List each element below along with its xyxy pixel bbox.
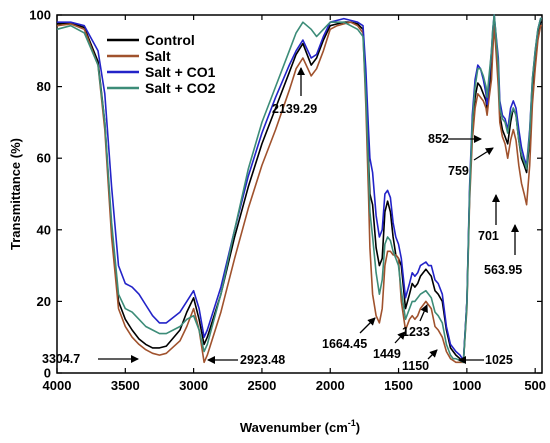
x-tick-label: 2500	[247, 378, 276, 393]
annotation-label: 701	[478, 229, 499, 243]
x-tick-label: 4000	[43, 378, 72, 393]
x-tick-label: 500	[524, 378, 546, 393]
y-axis: 0 20 40 60 80 100	[29, 8, 542, 381]
series-line-4	[56, 14, 542, 364]
annotation-label: 2923.48	[240, 353, 285, 367]
y-tick-label: 0	[44, 366, 51, 381]
legend-label: Salt	[145, 48, 171, 64]
plot-area-frame	[56, 14, 543, 374]
y-axis-label: Transmittance (%)	[8, 138, 23, 250]
annotation-arrow	[394, 331, 406, 344]
x-axis-label-superscript: -1	[348, 418, 356, 428]
annotation-label: 2139.29	[272, 102, 317, 116]
x-tick-label: 3000	[179, 378, 208, 393]
x-axis: 4000 3500 3000 2500 2000 1500 1000 500	[43, 15, 546, 393]
annotation-arrow	[473, 147, 494, 161]
annotation-arrow	[419, 304, 428, 322]
x-tick-label: 1000	[452, 378, 481, 393]
annotation-label: 759	[448, 164, 469, 178]
y-tick-label: 80	[37, 79, 51, 94]
y-tick-label: 100	[29, 8, 51, 23]
annotation-label: 1233	[402, 325, 430, 339]
annotation-label: 1025	[485, 353, 513, 367]
annotation-label: 563.95	[484, 263, 522, 277]
x-axis-label: Wavenumber (cm-1)	[240, 418, 360, 435]
y-tick-label: 60	[37, 151, 51, 166]
legend-label: Salt + CO1	[145, 64, 216, 80]
legend-label: Control	[145, 32, 195, 48]
annotation-label: 1150	[402, 359, 429, 373]
annotation-label: 852	[428, 132, 449, 146]
legend-label: Salt + CO2	[145, 80, 216, 96]
annotation-arrow	[359, 317, 376, 334]
x-tick-label: 2000	[316, 378, 345, 393]
y-tick-label: 40	[37, 222, 51, 237]
annotation-label: 1664.45	[322, 337, 367, 351]
x-tick-label: 3500	[111, 378, 140, 393]
annotation-label: 3304.7	[42, 352, 80, 366]
y-tick-label: 20	[37, 294, 51, 309]
annotation-arrow	[427, 349, 438, 360]
annotation-label: 1449	[373, 347, 401, 361]
series-layer	[56, 14, 542, 364]
x-tick-label: 1500	[384, 378, 413, 393]
